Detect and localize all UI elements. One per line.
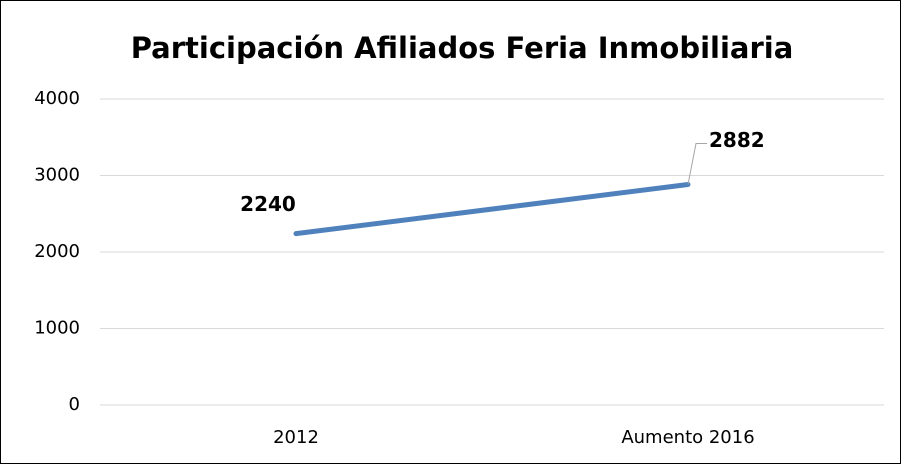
y-tick-label: 4000 <box>34 88 80 109</box>
y-tick-label: 3000 <box>34 165 80 186</box>
y-tick-label: 0 <box>69 394 80 415</box>
y-tick-label: 1000 <box>34 318 80 339</box>
chart-title: Participación Afiliados Feria Inmobiliar… <box>131 31 794 65</box>
x-tick-label: Aumento 2016 <box>621 427 754 448</box>
data-label: 2882 <box>709 128 765 152</box>
x-tick-label: 2012 <box>273 427 319 448</box>
y-tick-label: 2000 <box>34 241 80 262</box>
leader-line <box>687 143 707 185</box>
data-label: 2240 <box>240 192 296 216</box>
line-series <box>293 182 691 237</box>
